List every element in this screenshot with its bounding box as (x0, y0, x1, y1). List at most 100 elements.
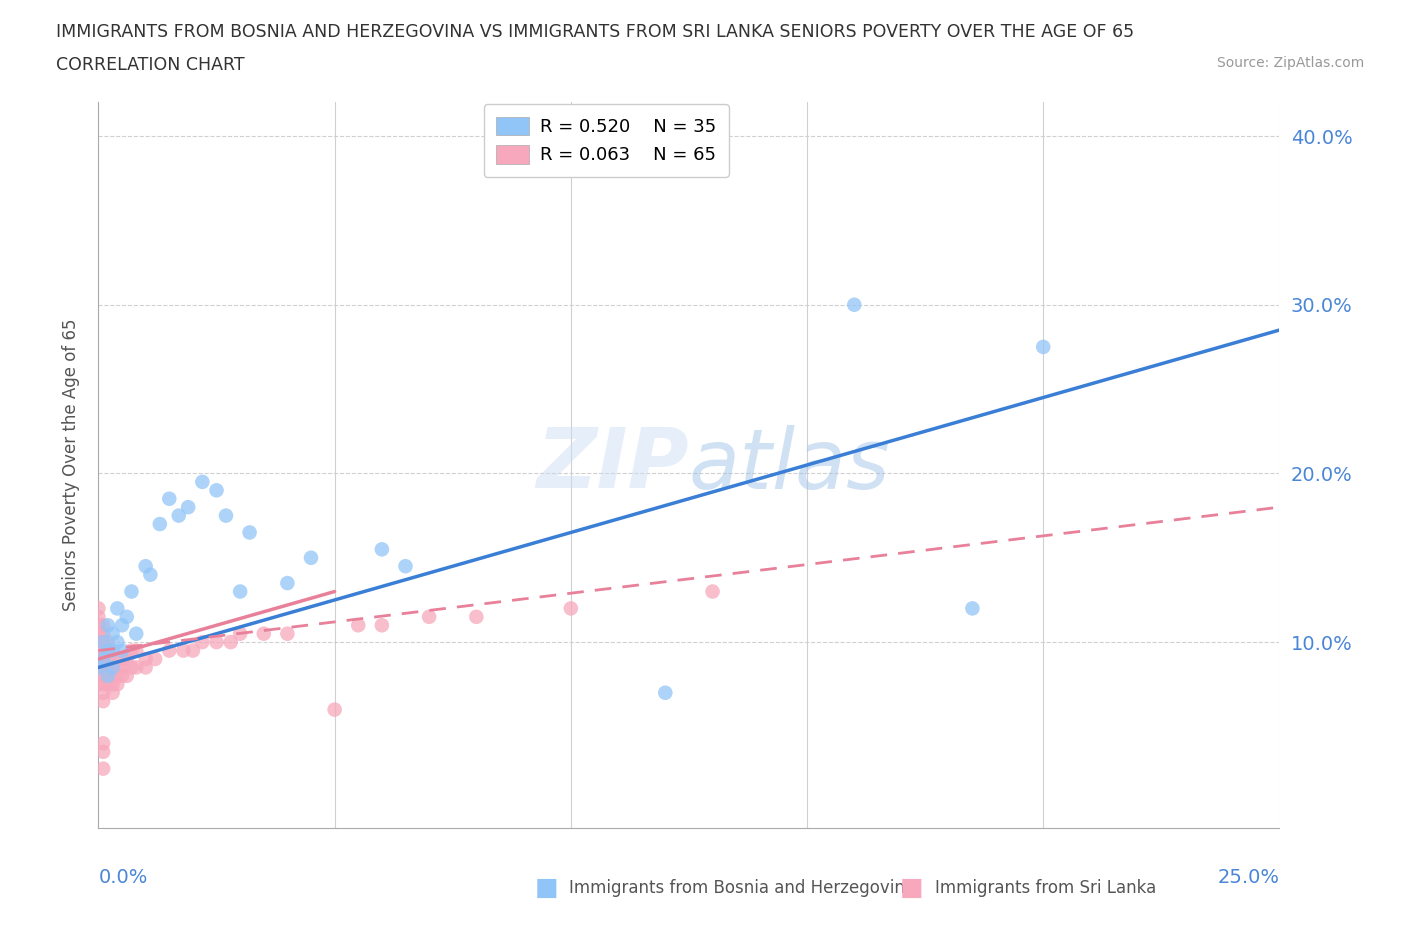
Point (101, 626, 124, 641)
Point (181, 644, 204, 658)
Point (91, 626, 114, 641)
Text: ■: ■ (900, 876, 924, 900)
Point (91, 685, 114, 700)
Point (135, 559, 157, 574)
Point (91, 634, 114, 649)
Point (101, 660, 124, 675)
Point (229, 626, 252, 641)
Point (157, 644, 180, 658)
Point (101, 685, 124, 700)
Point (91, 762, 114, 777)
Point (97, 644, 120, 658)
Point (115, 669, 138, 684)
Point (654, 685, 676, 700)
Text: ■: ■ (534, 876, 558, 900)
Point (560, 601, 582, 616)
Point (105, 660, 128, 675)
Point (962, 601, 984, 616)
Text: 0.0%: 0.0% (98, 868, 148, 886)
Text: 25.0%: 25.0% (1218, 868, 1279, 886)
Point (149, 516, 172, 531)
Point (121, 584, 143, 599)
Point (91, 634, 114, 649)
Point (299, 551, 322, 565)
Point (191, 474, 214, 489)
Point (177, 499, 200, 514)
Point (139, 567, 162, 582)
Point (105, 669, 128, 684)
Point (105, 677, 128, 692)
Point (97, 669, 120, 684)
Point (87, 660, 110, 675)
Point (91, 660, 114, 675)
Point (121, 660, 143, 675)
Point (125, 660, 148, 675)
Point (91, 644, 114, 658)
Point (219, 634, 242, 649)
Point (125, 626, 148, 641)
Point (87, 644, 110, 658)
Point (91, 618, 114, 632)
Point (1032, 339, 1054, 354)
Point (101, 669, 124, 684)
Point (97, 618, 120, 632)
Point (215, 508, 238, 523)
Point (105, 601, 128, 616)
Text: CORRELATION CHART: CORRELATION CHART (56, 56, 245, 73)
Point (101, 652, 124, 667)
Point (87, 669, 110, 684)
Legend: R = 0.520    N = 35, R = 0.063    N = 65: R = 0.520 N = 35, R = 0.063 N = 65 (484, 104, 728, 177)
Point (91, 677, 114, 692)
Point (111, 618, 134, 632)
Point (205, 634, 228, 649)
Point (125, 644, 148, 658)
Text: Source: ZipAtlas.com: Source: ZipAtlas.com (1216, 56, 1364, 70)
Point (97, 677, 120, 692)
Point (135, 652, 157, 667)
Point (87, 609, 110, 624)
Point (91, 669, 114, 684)
Point (91, 694, 114, 709)
Point (87, 601, 110, 616)
Point (111, 669, 134, 684)
Point (844, 298, 866, 312)
Y-axis label: Seniors Poverty Over the Age of 65: Seniors Poverty Over the Age of 65 (62, 319, 80, 611)
Point (253, 626, 276, 641)
Point (101, 660, 124, 675)
Point (172, 644, 194, 658)
Point (115, 652, 138, 667)
Point (347, 618, 370, 632)
Point (371, 542, 394, 557)
Point (702, 584, 724, 599)
Point (97, 644, 120, 658)
Point (101, 644, 124, 658)
Point (91, 744, 114, 759)
Text: ZIP: ZIP (536, 424, 689, 506)
Point (157, 491, 180, 506)
Point (87, 618, 110, 632)
Point (143, 652, 166, 667)
Point (91, 652, 114, 667)
Point (276, 626, 298, 641)
Point (111, 660, 134, 675)
Text: IMMIGRANTS FROM BOSNIA AND HERZEGOVINA VS IMMIGRANTS FROM SRI LANKA SENIORS POVE: IMMIGRANTS FROM BOSNIA AND HERZEGOVINA V… (56, 23, 1135, 41)
Point (97, 634, 120, 649)
Point (135, 660, 157, 675)
Point (167, 508, 190, 523)
Point (87, 677, 110, 692)
Point (394, 559, 416, 574)
Text: Immigrants from Bosnia and Herzegovina: Immigrants from Bosnia and Herzegovina (569, 879, 915, 897)
Point (115, 609, 138, 624)
Point (97, 652, 120, 667)
Point (105, 634, 128, 649)
Point (87, 626, 110, 641)
Point (91, 736, 114, 751)
Point (371, 618, 394, 632)
Point (111, 652, 134, 667)
Text: atlas: atlas (689, 424, 890, 506)
Point (97, 669, 120, 684)
Point (205, 483, 228, 498)
Point (91, 652, 114, 667)
Point (97, 660, 120, 675)
Point (87, 660, 110, 675)
